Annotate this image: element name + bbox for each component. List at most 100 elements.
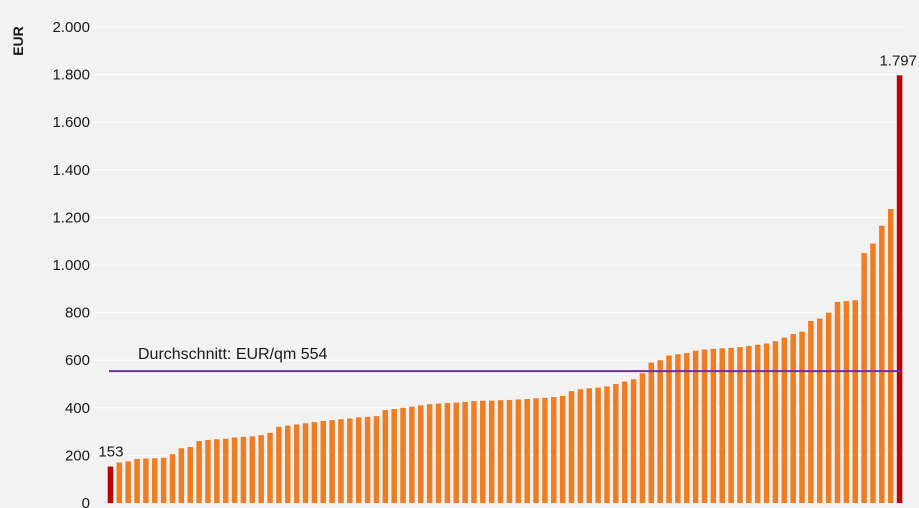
bar xyxy=(746,345,752,503)
bar xyxy=(116,462,123,503)
bar xyxy=(355,417,362,503)
bar xyxy=(497,400,504,503)
bar xyxy=(719,348,725,503)
bar xyxy=(763,343,770,503)
data-label: 153 xyxy=(98,444,123,461)
bar xyxy=(834,301,841,503)
bar xyxy=(418,405,424,503)
y-tick-label: 1.800 xyxy=(52,67,90,84)
bar xyxy=(675,354,681,503)
bar xyxy=(488,400,495,503)
bar xyxy=(577,389,584,503)
y-tick-label: 2.000 xyxy=(52,19,90,36)
bar xyxy=(586,388,592,503)
bar xyxy=(870,243,876,503)
bar xyxy=(134,458,140,503)
y-tick-label: 600 xyxy=(65,352,90,369)
bar xyxy=(329,420,335,503)
bar xyxy=(781,337,788,503)
bar xyxy=(657,360,663,503)
bar xyxy=(285,425,291,503)
bar xyxy=(400,407,406,503)
bar xyxy=(276,426,282,503)
y-axis-label: EUR xyxy=(10,26,26,56)
bar xyxy=(143,458,149,503)
bar xyxy=(728,347,734,503)
bar xyxy=(630,379,637,503)
bar-highlighted xyxy=(107,466,114,503)
bar xyxy=(737,347,743,503)
bar xyxy=(515,399,522,503)
bar xyxy=(808,320,814,503)
bar xyxy=(551,397,557,503)
bar xyxy=(684,353,690,503)
bar xyxy=(196,441,202,503)
bar xyxy=(799,331,805,503)
bar xyxy=(595,387,601,503)
bar xyxy=(887,209,894,503)
bar xyxy=(648,362,655,503)
y-tick-label: 400 xyxy=(65,400,90,417)
bar xyxy=(568,391,575,503)
bar xyxy=(249,436,256,503)
bar xyxy=(772,341,779,503)
bar xyxy=(790,334,796,503)
bar xyxy=(542,397,548,503)
bar xyxy=(382,410,389,503)
y-axis-ticks: 0 200 400 600 800 1.000 1.200 1.400 1.600 1.800 2.… xyxy=(52,19,90,508)
bar xyxy=(754,344,761,503)
bar xyxy=(373,416,380,503)
bars xyxy=(107,75,903,504)
bar xyxy=(187,447,193,503)
bar xyxy=(231,437,238,503)
bar xyxy=(205,439,211,503)
bar xyxy=(169,454,176,503)
bar xyxy=(293,424,300,503)
bar xyxy=(471,401,477,503)
bar xyxy=(621,381,628,503)
bar xyxy=(613,384,619,503)
bar xyxy=(825,312,832,503)
bar xyxy=(435,403,442,503)
bar xyxy=(480,400,486,503)
bar xyxy=(817,318,823,503)
bar xyxy=(338,419,344,503)
bar xyxy=(444,403,451,503)
bar xyxy=(214,439,220,503)
y-tick-label: 1.200 xyxy=(52,209,90,226)
y-tick-label: 1.400 xyxy=(52,162,90,179)
average-label: Durchschnitt: EUR/qm 554 xyxy=(138,346,328,363)
bar xyxy=(666,355,672,503)
bar xyxy=(320,420,326,503)
bar xyxy=(559,395,566,503)
bar xyxy=(604,386,610,503)
bar xyxy=(701,349,708,503)
bar xyxy=(852,300,858,503)
gridlines xyxy=(92,26,904,456)
bar xyxy=(222,438,229,503)
bar xyxy=(639,373,646,503)
y-tick-label: 1.600 xyxy=(52,114,90,131)
bar xyxy=(692,350,699,503)
bar xyxy=(710,348,717,503)
y-tick-label: 200 xyxy=(65,447,90,464)
bar xyxy=(267,432,273,503)
bar xyxy=(524,398,530,503)
bar xyxy=(409,406,415,503)
bar xyxy=(311,422,318,503)
bar xyxy=(861,253,867,503)
bar xyxy=(533,398,539,503)
bar xyxy=(240,436,247,503)
bar xyxy=(391,408,397,503)
bar xyxy=(152,458,158,503)
bar xyxy=(426,404,433,503)
bar-highlighted xyxy=(896,75,903,504)
y-tick-label: 1.000 xyxy=(52,257,90,274)
bar xyxy=(302,423,309,503)
bar xyxy=(453,402,459,503)
bar xyxy=(879,225,885,504)
bar xyxy=(258,435,264,503)
y-tick-label: 0 xyxy=(82,495,90,508)
bar xyxy=(462,401,468,503)
